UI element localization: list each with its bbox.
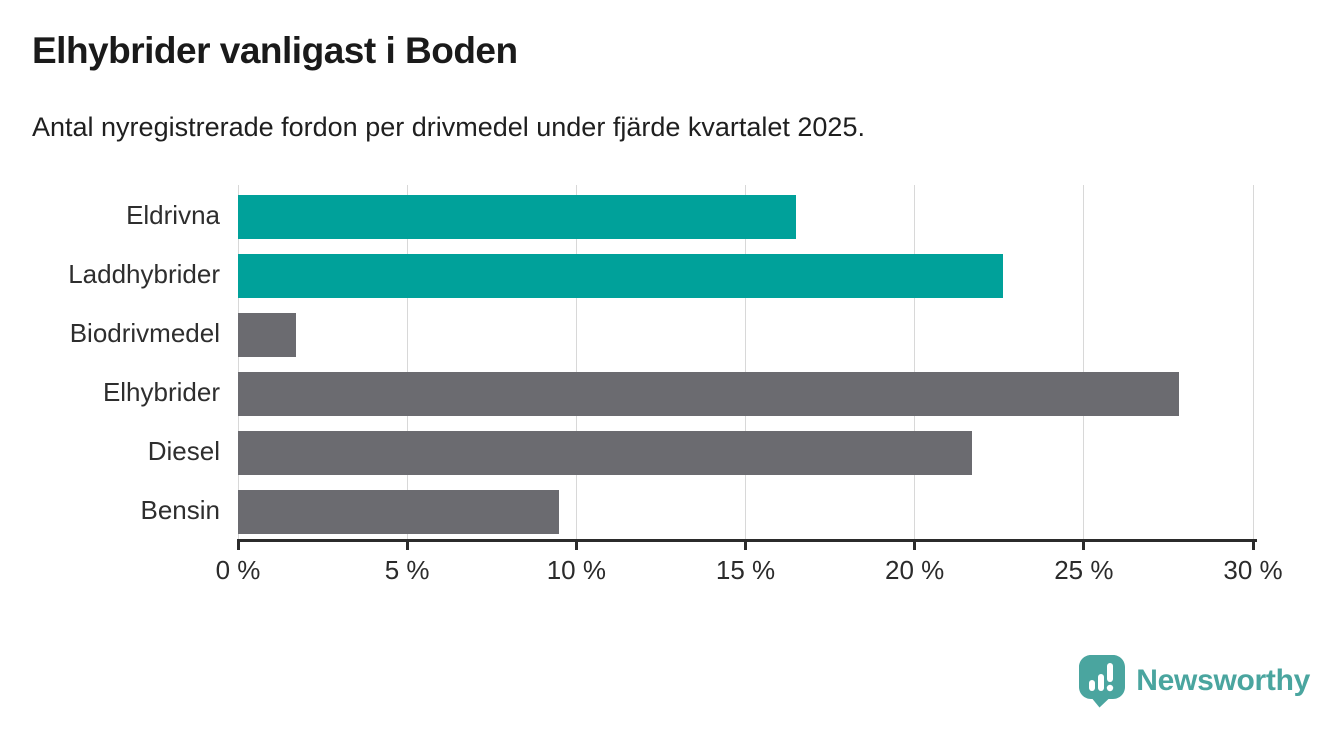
newsworthy-logo-icon: [1079, 655, 1126, 708]
bar-elhybrider: [238, 371, 1179, 416]
axis-tick: [1082, 540, 1086, 550]
gridline: [745, 185, 746, 539]
axis-tick-label: 30 %: [1223, 555, 1283, 585]
category-label: Laddhybrider: [68, 258, 220, 289]
category-label: Elhybrider: [102, 376, 220, 407]
axis-tick: [1251, 540, 1255, 550]
gridline: [1252, 185, 1254, 539]
axis-tick-label: 15 %: [715, 555, 776, 585]
axis-tick-label: 0 %: [215, 555, 261, 585]
axis-tick: [574, 540, 578, 550]
axis-tick-label: 25 %: [1054, 555, 1114, 585]
axis-tick-label: 20 %: [885, 555, 945, 585]
gridline: [406, 185, 408, 539]
logo-bar-small: [1089, 680, 1096, 691]
axis-tick: [744, 540, 747, 550]
axis-tick-label: 5 %: [384, 555, 430, 585]
logo-exclamation-dot: [1107, 684, 1114, 692]
category-label: Eldrivna: [126, 199, 220, 230]
axis-tick: [913, 540, 917, 550]
bar-eldrivna: [238, 194, 797, 239]
axis-tick: [405, 540, 409, 550]
chart-subtitle: Antal nyregistrerade fordon per drivmede…: [32, 112, 865, 142]
gridline: [914, 185, 916, 539]
gridline: [575, 185, 577, 539]
axis-tick: [236, 540, 240, 550]
x-axis-line: [237, 539, 1257, 542]
newsworthy-logo-text: Newsworthy: [1136, 664, 1310, 697]
chart-title: Elhybrider vanligast i Boden: [32, 30, 518, 71]
bar-bensin: [238, 489, 560, 534]
gridline: [237, 185, 239, 539]
logo-exclamation-bar: [1107, 663, 1114, 682]
category-label: Diesel: [147, 435, 220, 466]
axis-tick-label: 10 %: [546, 555, 606, 585]
category-label: Biodrivmedel: [69, 317, 220, 348]
bar-laddhybrider: [238, 253, 1003, 298]
plot-area: 0 % 5 % 10 % 15 % 20 % 25 % 30 % Eldrivna Laddhy…: [68, 185, 1283, 585]
newsworthy-logo: Newsworthy: [1079, 654, 1310, 708]
category-label: Bensin: [140, 494, 221, 525]
logo-bar-medium: [1098, 674, 1105, 691]
bar-diesel: [238, 430, 973, 475]
gridline: [1083, 185, 1085, 539]
bar-biodrivmedel: [238, 312, 296, 357]
